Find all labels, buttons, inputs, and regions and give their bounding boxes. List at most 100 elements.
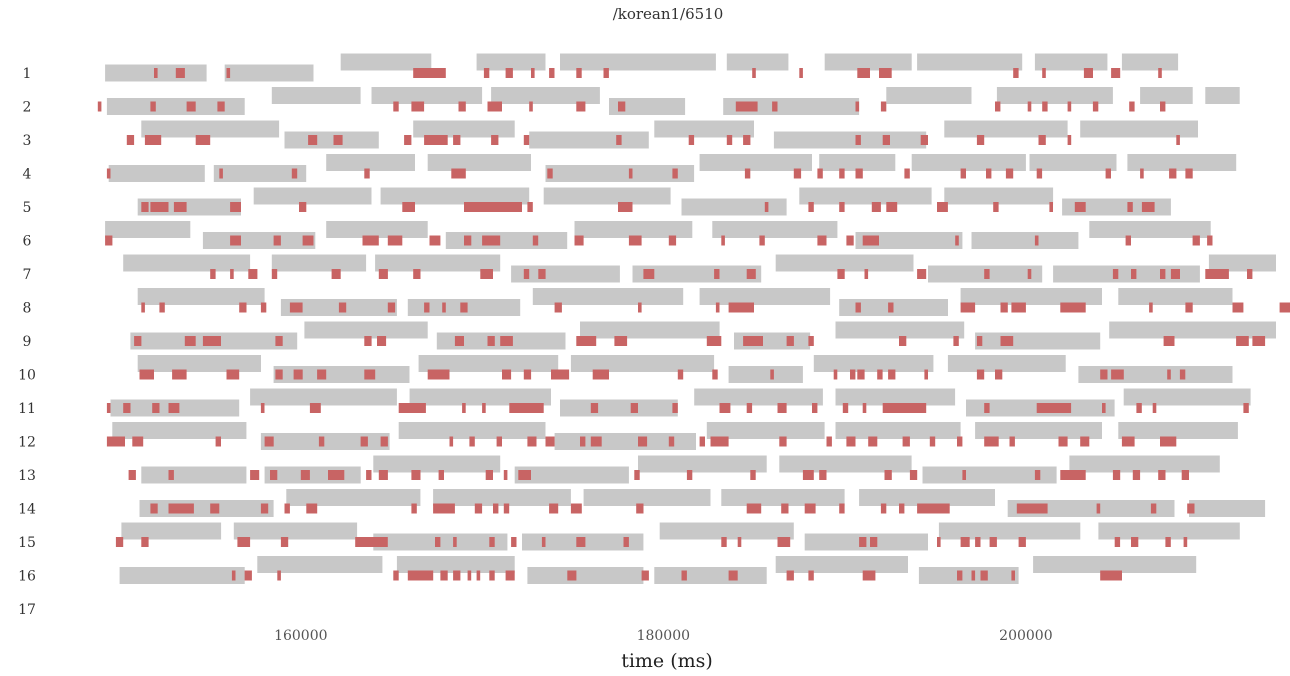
highlight-r14-15 [746, 503, 762, 514]
segment-r3-4 [529, 131, 649, 149]
highlight-r9-15 [808, 336, 814, 346]
highlight-r4-18 [1036, 168, 1043, 179]
x-tick-label: 200000 [999, 628, 1052, 644]
segment-r1-7 [824, 53, 912, 71]
row-label-7: 7 [23, 267, 32, 283]
highlight-r6-3 [273, 235, 281, 246]
highlight-r12-21 [846, 436, 856, 447]
highlight-r16-19 [957, 570, 963, 581]
highlight-r3-7 [424, 135, 448, 145]
row-label-11: 11 [18, 401, 36, 417]
highlight-r1-14 [879, 68, 892, 78]
highlight-r16-18 [862, 570, 876, 581]
row-label-1: 1 [23, 66, 32, 82]
highlight-r7-1 [210, 269, 216, 279]
highlight-r7-4 [271, 269, 278, 279]
segment-r16-8 [1033, 556, 1197, 573]
highlight-r5-8 [527, 202, 533, 212]
highlight-r14-16 [781, 503, 789, 514]
highlight-r15-16 [859, 537, 867, 547]
highlight-r4-13 [855, 168, 863, 179]
highlight-r4-21 [1169, 168, 1177, 179]
highlight-r11-6 [309, 403, 321, 413]
highlight-r12-31 [1160, 436, 1177, 447]
highlight-r10-11 [551, 369, 570, 380]
highlight-r16-5 [407, 570, 434, 581]
segment-r8-7 [960, 288, 1102, 305]
highlight-r15-5 [355, 537, 388, 547]
segment-r11-4 [560, 399, 678, 417]
highlight-r16-4 [393, 570, 399, 581]
highlight-r11-13 [672, 403, 678, 413]
chart-title: /korean1/6510 [612, 5, 724, 23]
highlight-r8-20 [1060, 302, 1086, 313]
x-tick-label: 180000 [637, 628, 690, 644]
highlight-r6-17 [846, 235, 854, 246]
highlight-r4-3 [291, 168, 298, 179]
highlight-r4-9 [744, 168, 751, 179]
highlight-r6-2 [230, 235, 241, 246]
highlight-r2-16 [995, 101, 1001, 112]
row-label-6: 6 [23, 234, 32, 250]
highlight-r11-9 [482, 403, 486, 413]
highlight-r12-5 [318, 436, 325, 447]
highlight-r11-25 [1152, 403, 1157, 413]
highlight-r12-17 [699, 436, 705, 447]
segment-r14-6 [859, 489, 995, 506]
highlight-r6-11 [574, 235, 584, 246]
highlight-r13-19 [884, 470, 892, 480]
highlight-r3-3 [195, 135, 211, 145]
segment-r7-1 [123, 254, 251, 272]
highlight-r14-18 [839, 503, 845, 514]
segment-r12-8 [1118, 422, 1238, 439]
highlight-r12-11 [527, 436, 537, 447]
highlight-r1-6 [505, 68, 513, 78]
segment-r12-7 [975, 422, 1102, 439]
highlight-r14-22 [1016, 503, 1048, 514]
highlight-r15-25 [1165, 537, 1171, 547]
highlight-r12-20 [826, 436, 832, 447]
highlight-r16-8 [467, 570, 472, 581]
highlight-r1-12 [799, 68, 803, 78]
highlight-r5-4 [230, 202, 241, 212]
segment-r16-3 [396, 556, 515, 573]
highlight-r2-14 [855, 101, 860, 112]
highlight-r13-1 [128, 470, 136, 480]
highlight-r16-22 [1011, 570, 1015, 581]
highlight-r1-18 [1111, 68, 1121, 78]
highlight-r2-9 [529, 101, 533, 112]
highlight-r6-9 [482, 235, 501, 246]
highlight-r10-6 [317, 369, 327, 380]
segments [105, 53, 1276, 584]
segment-r1-4 [476, 53, 546, 71]
highlight-r12-14 [590, 436, 602, 447]
highlight-r15-23 [1114, 537, 1121, 547]
highlight-r8-13 [715, 302, 720, 313]
highlight-r14-21 [917, 503, 950, 514]
segment-r12-4 [554, 433, 696, 450]
highlight-r4-11 [817, 168, 823, 179]
highlight-r13-12 [503, 470, 508, 480]
highlight-r11-24 [1136, 403, 1142, 413]
highlight-r2-20 [1092, 101, 1099, 112]
highlight-r2-12 [735, 101, 758, 112]
segment-r12-3 [398, 422, 546, 439]
highlight-r3-14 [743, 135, 751, 145]
segment-r5-3 [380, 187, 530, 205]
highlight-r10-16 [833, 369, 838, 380]
highlight-r8-7 [387, 302, 396, 313]
highlight-r15-15 [777, 537, 791, 547]
highlight-r1-2 [175, 68, 185, 78]
highlight-r1-16 [1042, 68, 1046, 78]
highlight-r12-27 [1009, 436, 1015, 447]
x-axis-title: time (ms) [621, 650, 713, 672]
segment-r12-2 [260, 433, 390, 450]
highlight-r8-4 [260, 302, 267, 313]
highlight-r2-2 [150, 101, 156, 112]
highlight-r9-19 [1000, 336, 1014, 346]
highlight-r3-18 [976, 135, 985, 145]
highlight-r9-1 [134, 336, 142, 346]
segment-r13-6 [779, 455, 912, 473]
highlight-r3-12 [688, 135, 695, 145]
highlight-r11-10 [509, 403, 544, 413]
